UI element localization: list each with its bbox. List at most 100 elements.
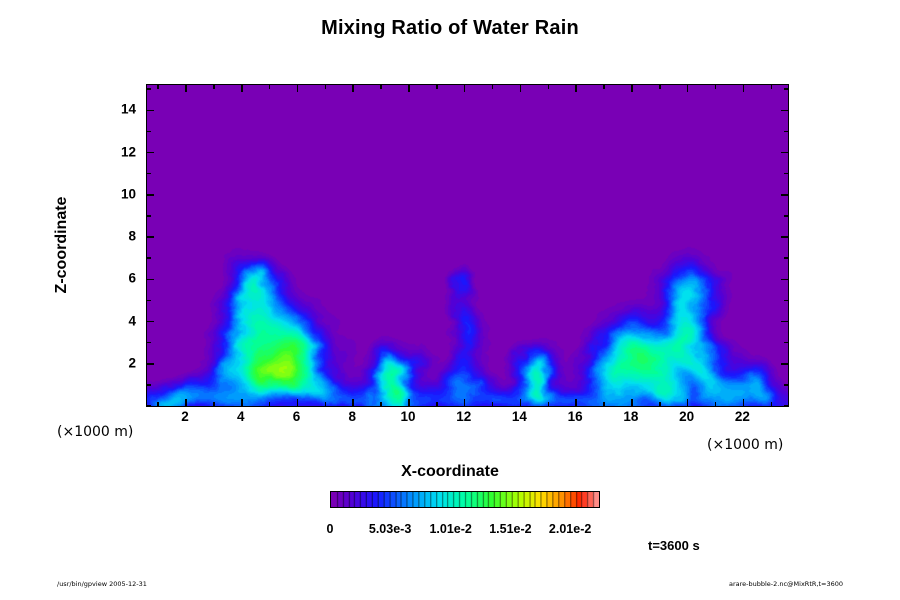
x-axis-title: X-coordinate [401, 463, 499, 480]
axis-tick [575, 399, 577, 406]
axis-tick [147, 320, 154, 323]
axis-tick [352, 399, 354, 406]
axis-tick [463, 85, 466, 92]
time-annotation: t=3600 s [648, 538, 700, 553]
x-tick-label: 18 [623, 409, 639, 424]
footer-source-text: arare-bubble-2.nc@MixRtR,t=3600 [728, 580, 843, 588]
x-tick-label: 8 [348, 409, 356, 424]
axis-tick [742, 399, 745, 406]
axis-tick [147, 236, 154, 238]
axis-tick [324, 402, 327, 406]
axis-tick [659, 402, 661, 406]
axis-tick [784, 88, 788, 90]
axis-tick [408, 399, 410, 406]
y-tick-label: 8 [128, 228, 136, 244]
x-tick-label: 16 [567, 409, 583, 424]
axis-tick [781, 109, 788, 112]
y-tick-label: 10 [120, 186, 136, 202]
colorbar-tick-label: 5.03e-3 [368, 522, 412, 536]
axis-tick [147, 151, 154, 154]
axis-tick [603, 402, 605, 406]
axis-tick [784, 172, 788, 175]
axis-tick [784, 215, 788, 217]
axis-tick [213, 85, 215, 89]
axis-tick [631, 85, 633, 92]
axis-tick [147, 194, 154, 196]
axis-tick [241, 399, 243, 406]
x-tick-label: 22 [734, 409, 750, 424]
axis-tick [408, 85, 410, 92]
axis-tick [714, 85, 717, 89]
axis-tick [147, 405, 151, 406]
axis-tick [603, 85, 605, 89]
contour-field [147, 85, 788, 406]
colorbar-tick-label: 0 [326, 522, 334, 536]
axis-tick [547, 402, 550, 406]
axis-tick [147, 88, 151, 90]
axis-tick [147, 257, 151, 259]
colorbar-tick-label: 2.01e-2 [548, 522, 592, 536]
axis-tick [380, 402, 382, 406]
axis-tick [781, 236, 788, 238]
axis-tick [714, 402, 717, 406]
axis-tick [157, 85, 159, 89]
axis-tick [784, 384, 788, 386]
axis-tick [147, 363, 154, 365]
colorbar-gradient [331, 492, 599, 507]
x-tick-label: 14 [511, 409, 527, 424]
axis-tick [147, 215, 151, 217]
colorbar [330, 491, 600, 508]
x-tick-label: 4 [236, 409, 245, 424]
y-tick-label: 4 [128, 313, 136, 329]
y-axis-unit-label: (×1000 m) [57, 424, 134, 440]
axis-tick [213, 402, 215, 406]
axis-tick [631, 399, 633, 406]
page-title: Mixing Ratio of Water Rain [321, 17, 579, 39]
colorbar-tick-label: 1.51e-2 [489, 522, 532, 536]
axis-tick [296, 85, 299, 92]
axis-tick [268, 85, 271, 89]
x-tick-label: 6 [292, 409, 301, 424]
y-tick-label: 2 [128, 355, 136, 371]
axis-tick [436, 85, 438, 89]
colorbar-tick-label: 1.01e-2 [429, 522, 472, 536]
axis-tick [686, 85, 689, 92]
axis-tick [784, 341, 788, 344]
axis-tick [784, 130, 788, 133]
y-tick-label: 6 [128, 270, 136, 286]
axis-tick [241, 85, 243, 92]
axis-tick [324, 85, 327, 89]
axis-tick [147, 278, 154, 281]
axis-tick [491, 402, 494, 406]
axis-tick [781, 363, 788, 365]
y-tick-label: 14 [120, 101, 136, 117]
x-tick-label: 2 [181, 409, 189, 424]
axis-tick [659, 85, 661, 89]
axis-tick [185, 85, 187, 92]
axis-tick [547, 85, 550, 89]
axis-tick [185, 399, 187, 406]
axis-tick [781, 278, 788, 281]
y-axis-title: Z-coordinate [53, 196, 70, 294]
contour-plot-area [146, 84, 789, 407]
axis-tick [436, 402, 438, 406]
axis-tick [491, 85, 494, 89]
axis-tick [147, 341, 151, 344]
axis-tick [147, 172, 151, 175]
axis-tick [147, 299, 151, 302]
x-tick-label: 12 [456, 409, 472, 424]
colorbar-strip [330, 491, 600, 508]
axis-tick [781, 320, 788, 323]
axis-tick [519, 399, 522, 406]
x-tick-label: 20 [679, 409, 695, 424]
axis-tick [686, 399, 689, 406]
axis-tick [575, 85, 577, 92]
footer-command-text: /usr/bin/gpview 2005-12-31 [57, 580, 147, 588]
x-axis-unit-label: (×1000 m) [707, 437, 784, 453]
x-tick-label: 10 [400, 409, 416, 424]
axis-tick [519, 85, 522, 92]
axis-tick [784, 405, 788, 406]
axis-tick [268, 402, 271, 406]
axis-tick [784, 257, 788, 259]
